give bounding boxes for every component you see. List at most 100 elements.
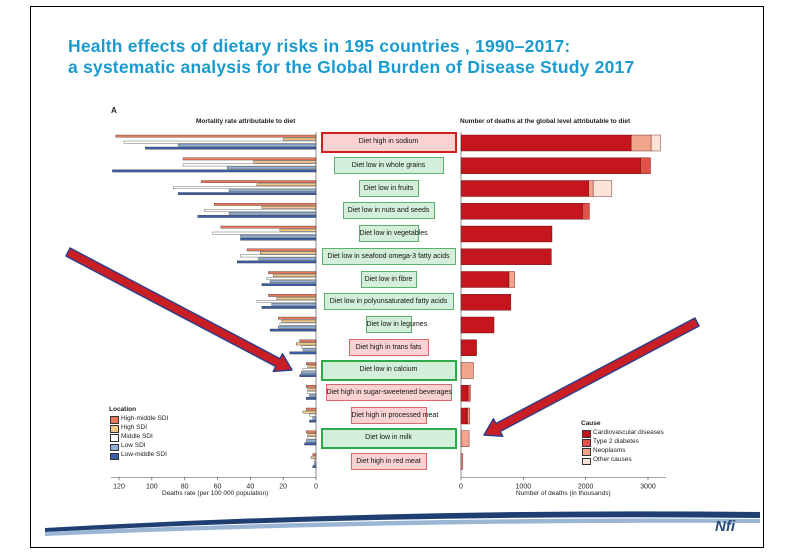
left-bar <box>200 180 317 183</box>
location-legend-entry: High SDI <box>121 423 148 431</box>
left-bar <box>256 300 317 303</box>
left-bar <box>182 157 317 161</box>
right-bar <box>460 362 474 379</box>
left-bar <box>302 348 317 352</box>
right-x-axis-label: Number of deaths (in thousands) <box>516 490 611 497</box>
right-tick-label: 3000 <box>640 483 656 490</box>
left-bar <box>282 137 317 141</box>
left-bar <box>177 192 317 195</box>
category-label: Diet high in sugar-sweetened beverages <box>325 384 452 402</box>
left-tick-label: 20 <box>279 483 287 490</box>
left-bar <box>309 394 317 397</box>
left-bar <box>256 183 317 186</box>
category-label: Diet low in milk <box>320 427 457 449</box>
location-legend-swatch <box>110 452 119 461</box>
right-tick-label: 1000 <box>516 483 532 490</box>
right-bar <box>460 248 552 265</box>
title-line-1: Health effects of dietary risks in 195 c… <box>68 36 571 56</box>
left-bar <box>177 143 317 147</box>
footer-swoosh-dark <box>45 511 760 532</box>
left-bar <box>246 248 317 252</box>
left-bar <box>182 163 317 167</box>
category-label: Diet low in calcium <box>320 359 457 381</box>
nfi-logo: Nfi <box>715 518 735 535</box>
left-annotation-arrow <box>65 247 293 373</box>
left-bar <box>260 251 317 255</box>
left-tick-label: 100 <box>146 483 158 490</box>
left-bar <box>145 146 317 150</box>
left-bar <box>299 339 317 343</box>
cause-legend-entry: Cardiovascular diseases <box>593 428 664 436</box>
location-legend-entry: Low-middle SDI <box>121 451 167 459</box>
left-bar <box>305 397 317 400</box>
decor-group <box>45 247 760 536</box>
left-bar <box>197 215 317 218</box>
left-bar <box>266 277 317 280</box>
left-bar <box>301 345 317 349</box>
right-bar-group <box>460 134 661 470</box>
category-label: Diet low in legumes <box>365 316 427 333</box>
left-bar <box>115 134 317 138</box>
left-bar <box>261 206 317 209</box>
title-line-2: a systematic analysis for the Global Bur… <box>68 57 635 77</box>
cause-legend-entry: Other causes <box>593 456 632 464</box>
left-bar <box>305 362 317 365</box>
category-label: Diet low in polyunsaturated fatty acids <box>323 293 454 311</box>
right-bar <box>650 134 661 152</box>
cause-legend-title: Cause <box>581 420 601 427</box>
left-bar <box>112 169 317 173</box>
category-label: Diet low in nuts and seeds <box>342 202 435 220</box>
left-tick-label: 60 <box>214 483 222 490</box>
left-bar <box>305 439 317 443</box>
left-bar <box>240 254 317 258</box>
location-legend-entry: Low SDI <box>121 442 146 450</box>
right-bar <box>460 339 477 356</box>
category-label: Diet low in vegetables <box>358 225 428 242</box>
cause-legend-swatch <box>582 439 591 447</box>
left-tick-label: 80 <box>181 483 189 490</box>
left-bar <box>269 328 317 332</box>
right-tick-label: 0 <box>459 483 463 490</box>
right-bar <box>460 203 583 220</box>
left-bar <box>261 283 317 286</box>
right-bar <box>588 180 594 197</box>
left-bar <box>268 294 317 297</box>
left-bar <box>304 442 317 446</box>
left-bar <box>312 416 317 420</box>
left-bar <box>307 391 317 394</box>
left-bar <box>309 419 317 423</box>
left-bar <box>289 351 317 355</box>
left-bar <box>268 271 317 274</box>
right-bar <box>640 157 651 174</box>
left-bar <box>220 225 317 229</box>
category-label: Diet low in seafood omega-3 fatty acids <box>321 247 456 265</box>
cause-legend-entry: Type 2 diabetes <box>593 437 639 445</box>
right-bar <box>508 271 515 288</box>
left-bar <box>307 388 317 391</box>
cause-legend-swatch <box>582 448 591 456</box>
left-bar <box>305 407 317 411</box>
left-bar <box>228 212 317 215</box>
right-bar <box>592 180 613 197</box>
category-label: Diet low in fibre <box>360 270 417 288</box>
left-bar <box>301 371 317 374</box>
right-chart-title: Number of deaths at the global level att… <box>460 118 631 125</box>
left-bar <box>305 430 317 434</box>
left-bar <box>273 274 317 277</box>
left-bar <box>279 322 317 326</box>
left-bar <box>278 316 317 320</box>
left-bar <box>312 453 317 456</box>
right-bar <box>467 407 470 425</box>
right-bar <box>460 316 495 334</box>
left-chart-title: Mortality rate attributable to diet <box>196 118 296 125</box>
left-tick-label: 40 <box>246 483 254 490</box>
left-bar <box>307 365 317 368</box>
left-bar <box>309 413 317 417</box>
left-bar <box>173 186 317 189</box>
left-bar <box>204 209 317 212</box>
left-bar <box>228 189 317 192</box>
right-bar <box>460 271 510 288</box>
left-x-axis-label: Deaths rate (per 100 000 population) <box>162 490 269 497</box>
left-bar <box>269 280 317 283</box>
